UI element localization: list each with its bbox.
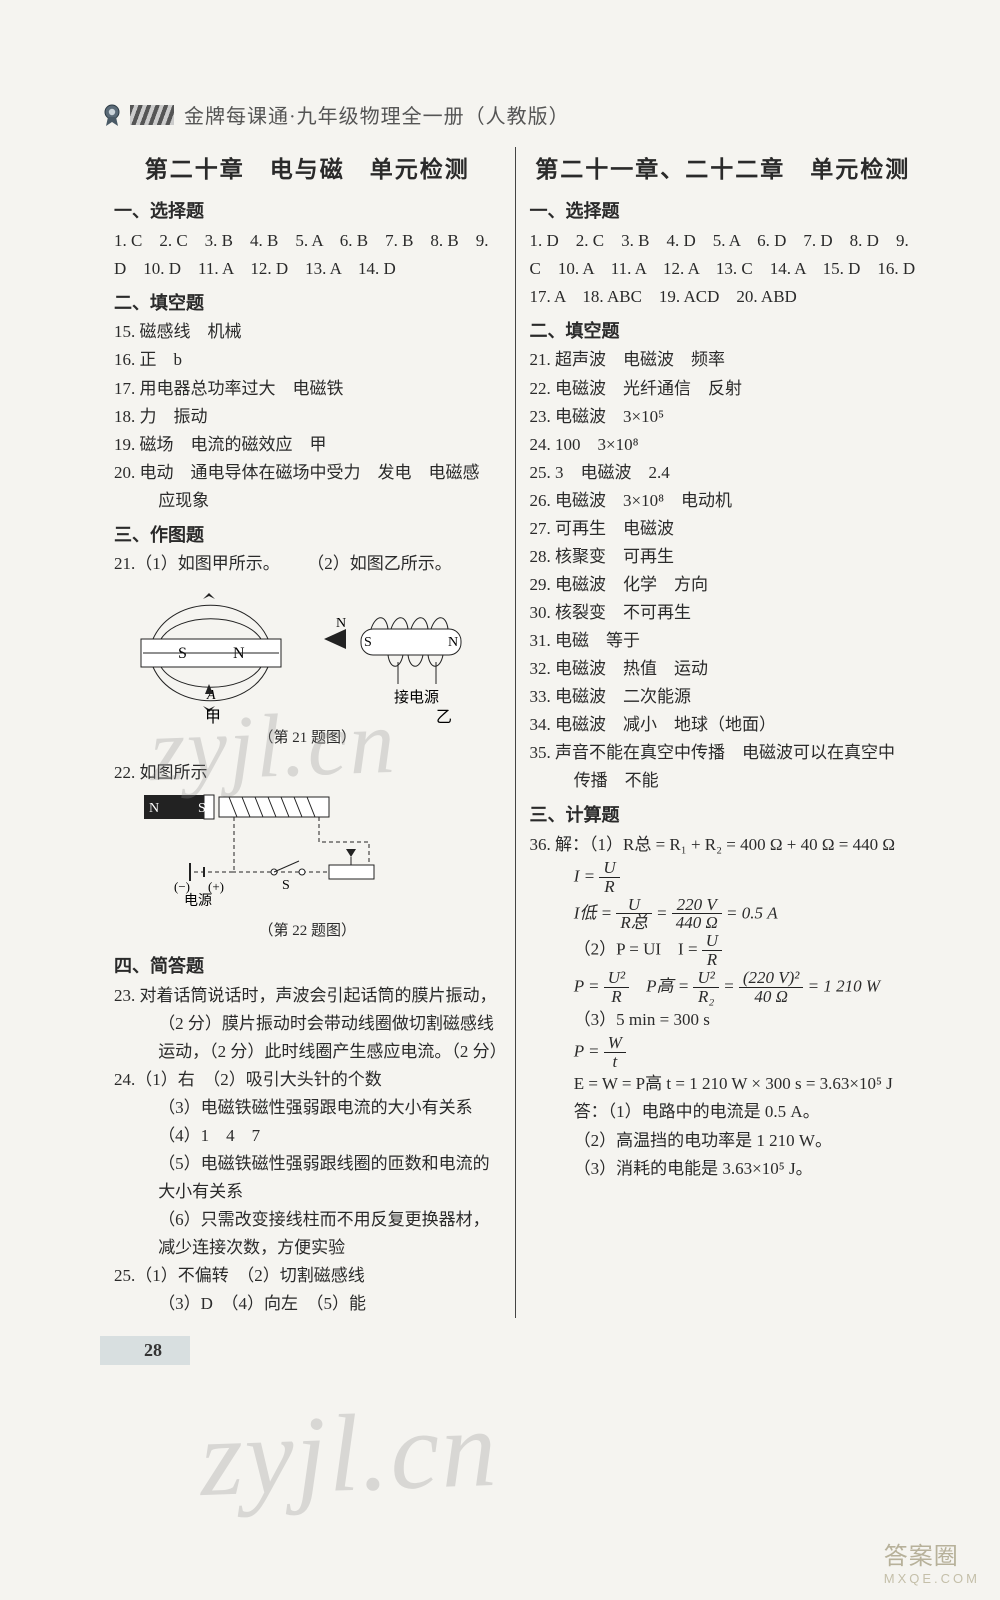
label-jia: 甲 <box>205 709 221 724</box>
header-stripes-icon <box>130 105 174 125</box>
right-mc-answers: 1. D 2. C 3. B 4. D 5. A 6. D 7. D 8. D … <box>530 227 917 311</box>
q24c: （4）1 4 7 <box>114 1122 501 1150</box>
section-choice-right: 一、选择题 <box>530 197 917 227</box>
corner-bottom: MXQE.COM <box>884 1571 980 1586</box>
left-mc-answers: 1. C 2. C 3. B 4. B 5. A 6. B 7. B 8. B … <box>114 227 501 283</box>
label-switch: S <box>282 878 290 893</box>
corner-brand: 答案圈 MXQE.COM <box>884 1536 980 1586</box>
rfb-25: 25. 3 电磁波 2.4 <box>530 459 917 487</box>
fb-15: 15. 磁感线 机械 <box>114 318 501 346</box>
eq-I-low: I低 = UR总 = 220 V440 Ω = 0.5 A <box>530 896 917 933</box>
rfb-22: 22. 电磁波 光纤通信 反射 <box>530 375 917 403</box>
section-fill-left: 二、填空题 <box>114 289 501 319</box>
fb-20a: 20. 电动 通电导体在磁场中受力 发电 电磁感 <box>114 459 501 487</box>
rfb-28: 28. 核聚变 可再生 <box>530 543 917 571</box>
q21-1: 21.（1）如图甲所示。 <box>114 550 307 578</box>
label-N2: N <box>336 616 346 631</box>
rfb-21: 21. 超声波 电磁波 频率 <box>530 346 917 374</box>
label-neg: (−) <box>174 879 190 894</box>
rfb-32: 32. 电磁波 热值 运动 <box>530 655 917 683</box>
fb-17: 17. 用电器总功率过大 电磁铁 <box>114 375 501 403</box>
q25: 25.（1）不偏转 （2）切割磁感线 <box>114 1262 501 1290</box>
section-choice-left: 一、选择题 <box>114 197 501 227</box>
label-pos: (+) <box>208 879 224 894</box>
rfb-31: 31. 电磁 等于 <box>530 627 917 655</box>
rfb-34: 34. 电磁波 减小 地球（地面） <box>530 711 917 739</box>
ans-3: （3）消耗的电能是 3.63×10⁵ J。 <box>530 1155 917 1183</box>
eq-I-UR: I = UR <box>530 859 917 896</box>
label-yi: 乙 <box>436 709 452 724</box>
q23a: 23. 对着话筒说话时，声波会引起话筒的膜片振动， <box>114 982 501 1010</box>
corner-top: 答案圈 <box>884 1543 959 1570</box>
fb-16: 16. 正 b <box>114 346 501 374</box>
q24d: （5）电磁铁磁性强弱跟线圈的匝数和电流的大小有关系 <box>114 1150 501 1206</box>
rfb-33: 33. 电磁波 二次能源 <box>530 683 917 711</box>
q24b: （3）电磁铁磁性强弱跟电流的大小有关系 <box>114 1094 501 1122</box>
ans-1: 答：（1）电路中的电流是 0.5 A。 <box>530 1098 917 1126</box>
eq-lhs: I = <box>574 866 595 885</box>
label-S3: S <box>198 801 206 816</box>
section-short-left: 四、简答题 <box>114 952 501 982</box>
q36a: 36. 解：（1）R总 = R₁ + R₂ = 400 Ω + 40 Ω = 4… <box>530 831 917 859</box>
section-draw-left: 三、作图题 <box>114 521 501 551</box>
label-N4: N <box>149 801 159 816</box>
q24e: （6）只需改变接线柱而不用反复更换器材，减少连接次数，方便实验 <box>114 1206 501 1262</box>
fb-18: 18. 力 振动 <box>114 403 501 431</box>
page-number-box: 28 <box>100 1336 930 1365</box>
fb-19: 19. 磁场 电流的磁效应 甲 <box>114 431 501 459</box>
section-fill-right: 二、填空题 <box>530 317 917 347</box>
fb-20b: 应现象 <box>114 487 501 515</box>
watermark-2: zyjl.cn <box>198 1385 500 1522</box>
eq-PWt: P = Wt <box>530 1034 917 1071</box>
q23b: （2 分）膜片振动时会带动线圈做切割磁感线运动，（2 分）此时线圈产生感应电流。… <box>114 1010 501 1066</box>
q21-2: （2）如图乙所示。 <box>307 550 500 578</box>
q36b: （2）P = UI I = UR <box>530 932 917 969</box>
ans-2: （2）高温挡的电功率是 1 210 W。 <box>530 1127 917 1155</box>
header-title: 金牌每课通·九年级物理全一册（人教版） <box>184 100 570 129</box>
right-column: 第二十一章、二十二章 单元检测 一、选择题 1. D 2. C 3. B 4. … <box>516 147 931 1318</box>
figure-21-yi: N S N 接电源 乙 <box>316 584 491 724</box>
q25b: （3）D （4）向左 （5）能 <box>114 1290 501 1318</box>
label-power-src: 接电源 <box>394 689 439 706</box>
eq-P: P = U²R P高 = U²R₂ = (220 V)²40 Ω = 1 210… <box>530 969 917 1006</box>
section-calc-right: 三、计算题 <box>530 801 917 831</box>
label-power: 电源 <box>184 893 212 909</box>
rfb-26: 26. 电磁波 3×10⁸ 电动机 <box>530 487 917 515</box>
right-chapter-title: 第二十一章、二十二章 单元检测 <box>530 151 917 189</box>
figure-22-caption: （第 22 题图） <box>114 919 501 944</box>
q36c: （3）5 min = 300 s <box>530 1006 917 1034</box>
q24a: 24.（1）右 （2）吸引大头针的个数 <box>114 1066 501 1094</box>
rfb-27: 27. 可再生 电磁波 <box>530 515 917 543</box>
q22: 22. 如图所示 <box>114 759 501 787</box>
figure-22: N S (−) (+) 电源 S <box>134 787 394 917</box>
rfb-29: 29. 电磁波 化学 方向 <box>530 571 917 599</box>
label-S2: S <box>364 635 372 650</box>
page-number: 28 <box>100 1336 190 1365</box>
rfb-24: 24. 100 3×10⁸ <box>530 431 917 459</box>
figure-21-caption: （第 21 题图） <box>114 726 501 751</box>
rfb-23: 23. 电磁波 3×10⁵ <box>530 403 917 431</box>
ribbon-icon <box>100 103 124 127</box>
rfb-35a: 35. 声音不能在真空中传播 电磁波可以在真空中 <box>530 739 917 767</box>
rfb-30: 30. 核裂变 不可再生 <box>530 599 917 627</box>
left-chapter-title: 第二十章 电与磁 单元检测 <box>114 151 501 189</box>
label-N3: N <box>448 635 458 650</box>
page-header: 金牌每课通·九年级物理全一册（人教版） <box>100 100 930 129</box>
q36d: E = W = P高 t = 1 210 W × 300 s = 3.63×10… <box>530 1070 917 1098</box>
left-column: 第二十章 电与磁 单元检测 一、选择题 1. C 2. C 3. B 4. B … <box>100 147 516 1318</box>
rfb-35b: 传播 不能 <box>530 767 917 795</box>
figure-21-jia: S N A 甲 <box>123 584 298 724</box>
